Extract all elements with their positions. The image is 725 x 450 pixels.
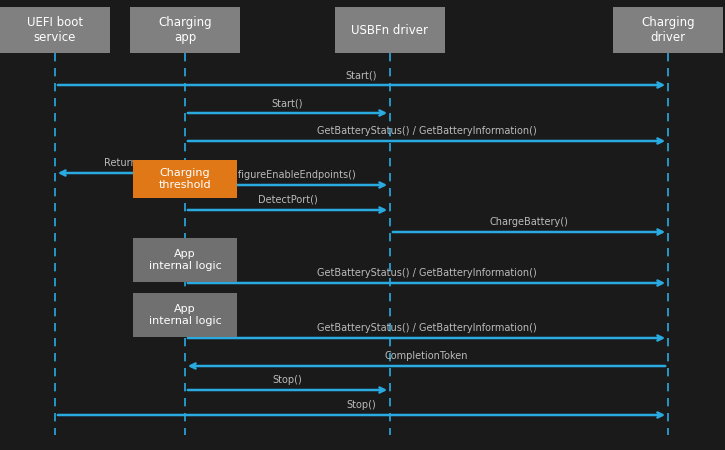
Bar [133, 238, 237, 282]
Bar [133, 293, 237, 337]
Text: DetectPort(): DetectPort() [257, 195, 318, 205]
Text: UEFI boot
service: UEFI boot service [27, 16, 83, 44]
Text: Charging
threshold: Charging threshold [159, 168, 211, 190]
Text: USBFn driver: USBFn driver [352, 23, 428, 36]
Text: ChargeBattery(): ChargeBattery() [489, 217, 568, 227]
Text: Start(): Start() [346, 70, 377, 80]
Text: GetBatteryStatus() / GetBatteryInformation(): GetBatteryStatus() / GetBatteryInformati… [317, 323, 536, 333]
Text: Stop(): Stop() [347, 400, 376, 410]
Text: App
internal logic: App internal logic [149, 304, 221, 326]
Text: Start(): Start() [272, 98, 303, 108]
Text: Charging
driver: Charging driver [641, 16, 695, 44]
Text: CompletionToken: CompletionToken [385, 351, 468, 361]
Text: GetBatteryStatus() / GetBatteryInformation(): GetBatteryStatus() / GetBatteryInformati… [317, 126, 536, 136]
Text: App
internal logic: App internal logic [149, 249, 221, 271]
Bar [0, 7, 110, 53]
Bar [130, 7, 240, 53]
Text: GetBatteryStatus() / GetBatteryInformation(): GetBatteryStatus() / GetBatteryInformati… [317, 268, 536, 278]
Text: ConfigureEnableEndpoints(): ConfigureEnableEndpoints() [219, 170, 356, 180]
Text: Stop(): Stop() [273, 375, 302, 385]
Text: Return: Return [104, 158, 136, 168]
Bar [335, 7, 445, 53]
Bar [613, 7, 723, 53]
Bar [133, 160, 237, 198]
Text: Charging
app: Charging app [158, 16, 212, 44]
